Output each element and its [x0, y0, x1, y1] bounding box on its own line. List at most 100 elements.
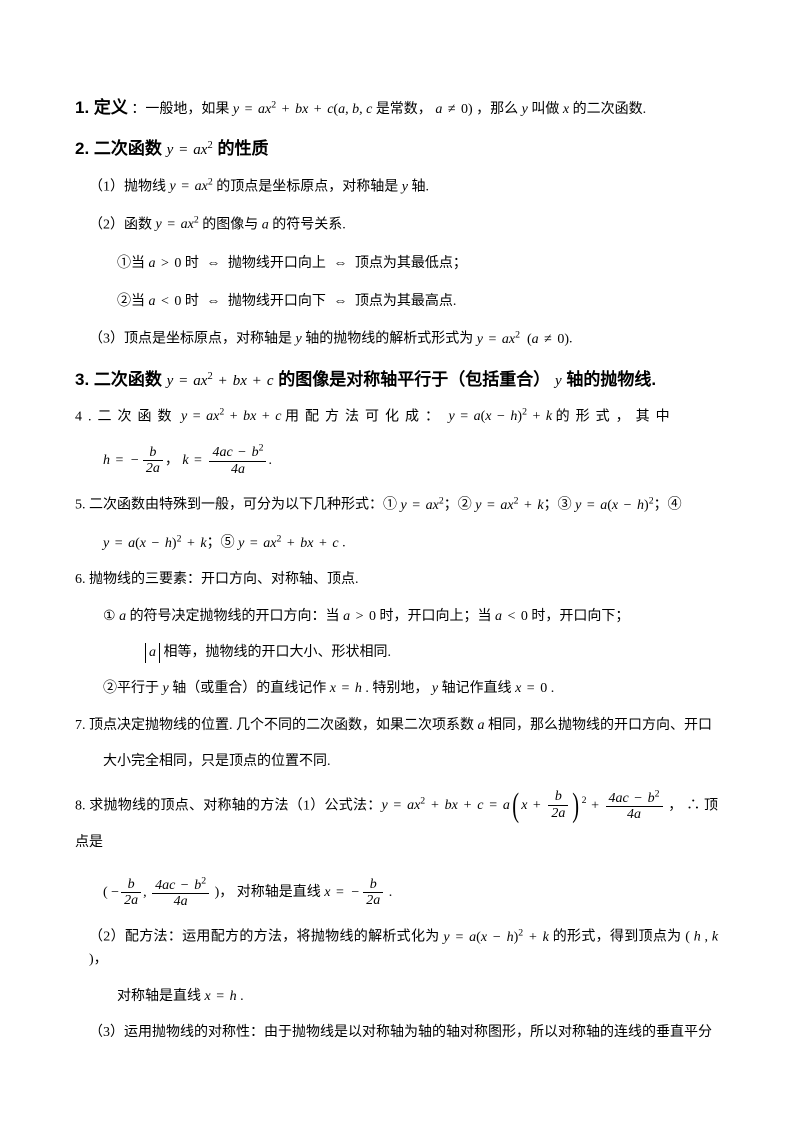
p8-expr: y = ax2 + bx + c = a — [381, 798, 509, 813]
p8-axis-f-den: 2a — [366, 893, 380, 908]
s1-text-c: 叫做 — [528, 102, 563, 117]
p8-frac2-num: 4ac − b2 — [609, 791, 660, 806]
heading-2-title-a: 二次函数 — [94, 139, 167, 158]
p5-sep2: ；③ — [544, 498, 576, 513]
p5-sep3: ；④ — [654, 498, 682, 513]
s2-p2-2-lead: ②当 — [117, 294, 149, 309]
p8-line1: 8. 求抛物线的顶点、对称轴的方法（1）公式法：y = ax2 + bx + c… — [75, 788, 718, 861]
p5-lead: 5. 二次函数由特殊到一般，可分为以下几种形式：① — [75, 498, 401, 513]
p4-frac1-den: 2a — [146, 461, 160, 476]
p6-l2e: . — [547, 681, 554, 696]
p4-tail: 的形式，其中 — [556, 409, 676, 424]
p8-coord-open: ( − — [103, 885, 119, 900]
p4-line2: h = −b2a， k = 4ac − b24a. — [75, 443, 718, 479]
p6-lead: 6. 抛物线的三要素：开口方向、对称轴、顶点. — [75, 569, 718, 591]
p4-frac2: 4ac − b2 4a — [209, 444, 266, 477]
p8-axis-frac: b2a — [363, 877, 383, 909]
heading-2-num: 2. — [75, 139, 89, 158]
p4-h: h = − — [103, 453, 141, 468]
s2-p3: （3）顶点是坐标原点，对称轴是 y 轴的抛物线的解析式形式为 y = ax2 (… — [75, 327, 718, 351]
p8-innerfrac-num: b — [555, 789, 562, 804]
p4-frac2-den: 4a — [231, 462, 245, 477]
p8-frac2: 4ac − b24a — [606, 789, 663, 822]
p8-m2-line2-eq: x = h — [205, 989, 237, 1004]
p6-l1-c1: a > 0 — [343, 609, 376, 624]
p8-lead: 8. 求抛物线的顶点、对称轴的方法（1）公式法： — [75, 798, 381, 813]
p8-m2-h: h — [694, 930, 701, 945]
p8-axis-f-num: b — [370, 877, 377, 892]
heading-2: 2. 二次函数 y = ax2 的性质 — [75, 135, 718, 162]
heading-3-expr: y = ax2 + bx + c — [167, 373, 274, 389]
s2-p2-2-cond: a < 0 — [149, 294, 182, 309]
p4-expr2: y = a(x − h)2 + k — [449, 409, 553, 424]
p4-period: . — [268, 453, 272, 468]
p6-l2-eq2: x = 0 — [515, 681, 547, 696]
p4-mid: 用配方法可化成： — [285, 409, 445, 424]
s2-p1-b: 的顶点是坐标原点，对称轴是 — [213, 179, 402, 194]
p6-l1d: 时，开口向下； — [528, 609, 630, 624]
p5-line2: y = a(x − h)2 + k；⑤ y = ax2 + bx + c . — [75, 531, 718, 555]
p8-coord-f2-num: 4ac − b2 — [155, 878, 206, 893]
s1-text-d: 的二次函数. — [569, 102, 646, 117]
p5-e1: y = ax2 — [401, 498, 444, 513]
heading-3-title-b: 的图像是对称轴平行于（包括重合） — [278, 370, 555, 389]
p6-l2d: 轴记作直线 — [438, 681, 515, 696]
s2-p3-b: 轴的抛物线的解析式形式为 — [302, 332, 477, 347]
p8-period: . — [385, 885, 392, 900]
s2-p2-1-lead: ①当 — [117, 256, 149, 271]
s2-p1-c: 轴. — [408, 179, 429, 194]
p8-m2-expr: y = a(x − h)2 + k — [443, 930, 549, 945]
s2-p2-a: （2）函数 — [89, 217, 156, 232]
heading-3: 3. 二次函数 y = ax2 + bx + c 的图像是对称轴平行于（包括重合… — [75, 366, 718, 393]
p5-sep1: ；② — [444, 498, 476, 513]
s2-p3-c: . — [569, 332, 573, 347]
p6-l1: ① a 的符号决定抛物线的开口方向：当 a > 0 时，开口向上；当 a < 0… — [75, 606, 718, 628]
heading-3-num: 3. — [75, 370, 89, 389]
s2-p2-b: 的图像与 — [199, 217, 262, 232]
p6-l2-eq: x = h — [330, 681, 362, 696]
p6-l1c: 时，开口向上；当 — [376, 609, 495, 624]
p8-coord-sep: , — [143, 885, 150, 900]
p8-m3: （3）运用抛物线的对称性：由于抛物线是以对称轴为轴的轴对称图形，所以对称轴的连线… — [75, 1022, 718, 1044]
s1-expr: y = ax2 + bx + c(a, b, c — [233, 102, 372, 117]
p6-l1-c2: a < 0 — [495, 609, 528, 624]
p7-lead: 7. 顶点决定抛物线的位置. 几个不同的二次函数，如果二次项系数 — [75, 718, 478, 733]
p6-l1f: 相等，抛物线的开口大小、形状相同. — [160, 645, 391, 660]
p6-l2b: 轴（或重合）的直线记作 — [169, 681, 330, 696]
s2-p2-avar: a — [262, 217, 269, 232]
p4-k: k = — [182, 453, 207, 468]
s2-p2-1: ①当 a > 0 时 ⇔ 抛物线开口向上 ⇔ 顶点为其最低点； — [75, 251, 718, 275]
p6-l2: ②平行于 y 轴（或重合）的直线记作 x = h . 特别地， y 轴记作直线 … — [75, 678, 718, 700]
heading-2-expr: y = ax2 — [167, 142, 213, 158]
p5-e3: y = a(x − h)2 — [575, 498, 654, 513]
s2-p2-2: ②当 a < 0 时 ⇔ 抛物线开口向下 ⇔ 顶点为其最高点. — [75, 289, 718, 313]
p8-m2-line1: （2）配方法：运用配方的方法，将抛物线的解析式化为 y = a(x − h)2 … — [75, 925, 718, 971]
p8-m2-k: k — [712, 930, 718, 945]
heading-1-title: 定义 — [94, 98, 128, 117]
p5-e4: y = a(x − h)2 + k — [103, 536, 207, 551]
p8-innerfrac-den: 2a — [551, 806, 565, 821]
p5-e5: y = ax2 + bx + c — [238, 536, 339, 551]
p8-m2a: （2）配方法：运用配方的方法，将抛物线的解析式化为 — [89, 930, 443, 945]
p6-l2a: ②平行于 — [103, 681, 163, 696]
p4-frac2-num: 4ac − b2 — [212, 445, 263, 460]
p6-l1a: ① — [103, 609, 119, 624]
heading-3-y: y — [555, 373, 562, 389]
p5-period: . — [339, 536, 346, 551]
heading-3-title-a: 二次函数 — [94, 370, 167, 389]
p6-abs-a: a — [145, 643, 160, 663]
heading-2-title-b: 的性质 — [217, 139, 268, 158]
p8-m2-line2: 对称轴是直线 x = h . — [75, 986, 718, 1008]
s1-text-b: ，那么 — [476, 102, 522, 117]
p8-coord-close: )， 对称轴是直线 — [211, 885, 324, 900]
p7-mid: 相同，那么抛物线的开口方向、开口 — [485, 718, 713, 733]
p5-line1: 5. 二次函数由特殊到一般，可分为以下几种形式：① y = ax2；② y = … — [75, 493, 718, 517]
p7-line2: 大小完全相同，只是顶点的位置不同. — [75, 751, 718, 773]
p7-line1: 7. 顶点决定抛物线的位置. 几个不同的二次函数，如果二次项系数 a 相同，那么… — [75, 715, 718, 737]
s2-p3-expr: y = ax2 (a ≠ 0) — [477, 332, 569, 347]
p4-expr1: y = ax2 + bx + c — [181, 409, 282, 424]
p8-frac2-den: 4a — [627, 807, 641, 822]
p4-frac1: b2a — [143, 445, 163, 477]
p8-m2d: )， — [89, 952, 108, 967]
p4-lead: 4.二次函数 — [75, 409, 178, 424]
